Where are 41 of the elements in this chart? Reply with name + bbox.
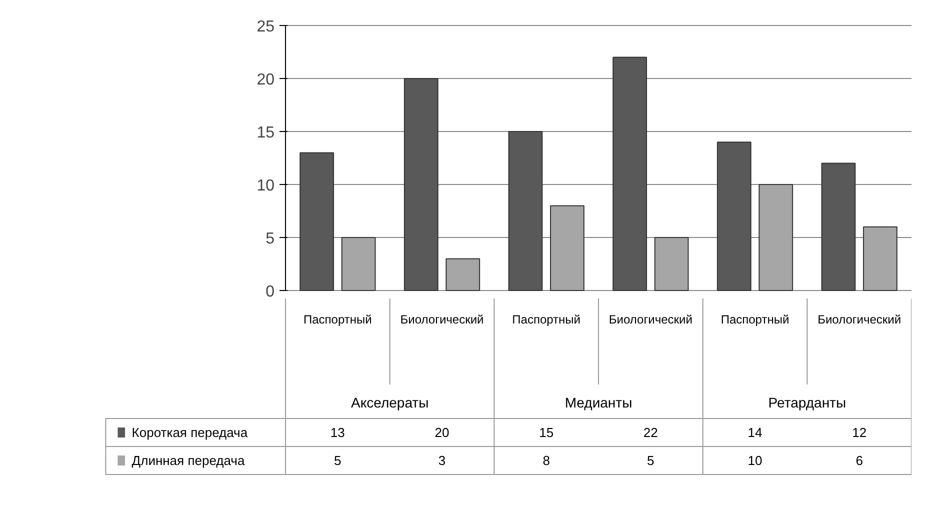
- data-label: 15: [539, 425, 554, 440]
- y-tick-label: 0: [266, 284, 275, 300]
- y-tick-label: 5: [266, 230, 275, 248]
- data-label: 22: [643, 425, 658, 440]
- legend-label: Короткая передача: [132, 425, 248, 440]
- y-tick-label: 20: [256, 72, 275, 88]
- bar: [300, 152, 334, 291]
- data-label: 14: [748, 425, 762, 440]
- bar: [716, 142, 752, 291]
- data-label: 10: [748, 453, 762, 468]
- y-tick-label: 15: [256, 124, 275, 142]
- bar: [550, 205, 584, 291]
- bar: [612, 56, 647, 291]
- x-tick-label: Паспортный: [304, 312, 372, 326]
- data-label: 20: [434, 425, 450, 440]
- data-label: 5: [647, 453, 654, 468]
- x-tick-label: Паспортный: [720, 312, 790, 326]
- data-label: 5: [334, 453, 342, 468]
- bar: [508, 131, 543, 291]
- bar: [404, 78, 438, 291]
- data-label: 8: [542, 453, 550, 468]
- x-tick-label: Биологический: [400, 312, 484, 326]
- x-tick-label: Биологический: [608, 312, 692, 326]
- x-tick-label: Паспортный: [512, 312, 581, 326]
- data-label: 12: [852, 425, 867, 440]
- text: Ретарданты: [768, 394, 846, 410]
- data-label: 3: [438, 453, 446, 468]
- data-label: 13: [330, 425, 345, 440]
- y-tick-label: 25: [256, 18, 275, 36]
- y-tick-label: 10: [256, 178, 275, 194]
- legend-label: Длинная передача: [132, 453, 246, 468]
- text: Медианты: [564, 394, 632, 410]
- bar: [341, 237, 376, 291]
- bar: [758, 184, 794, 291]
- bar: [821, 162, 856, 291]
- bar: [863, 226, 898, 291]
- text: Акселераты: [351, 394, 429, 410]
- x-tick-label: Биологический: [818, 312, 902, 326]
- data-label: 6: [856, 453, 863, 468]
- bar: [654, 237, 689, 291]
- bar: [446, 258, 480, 291]
